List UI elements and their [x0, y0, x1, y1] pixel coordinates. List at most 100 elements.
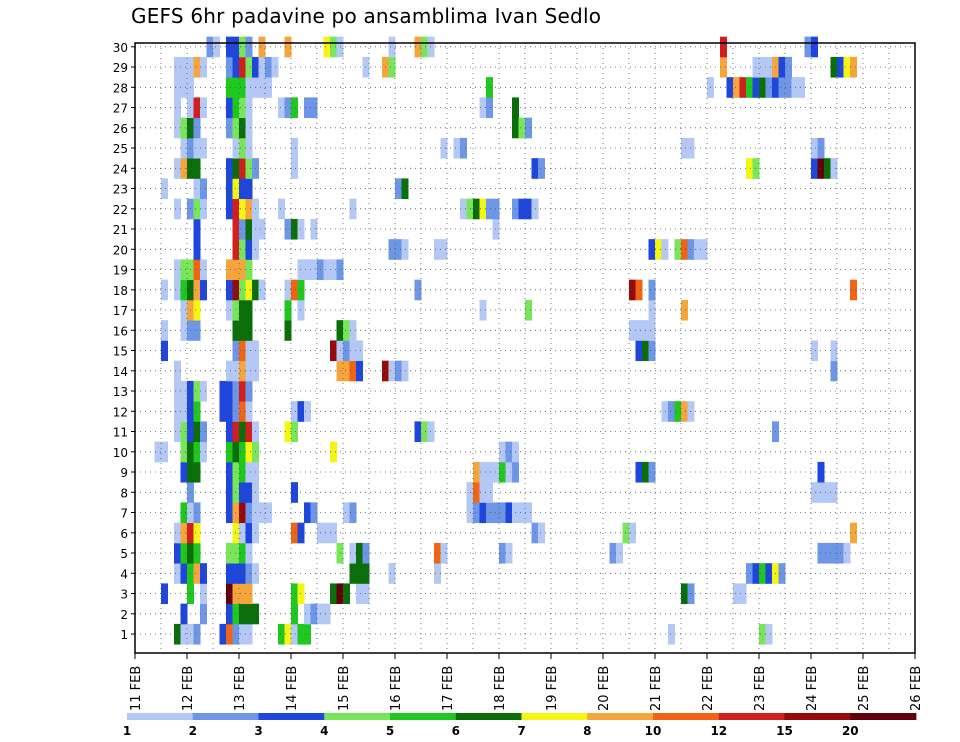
- heatmap-cell: [226, 421, 233, 443]
- x-tick-label: 24 FEB: [805, 666, 820, 711]
- legend-label: 6: [452, 724, 460, 738]
- heatmap-cell: [388, 239, 396, 260]
- heatmap-cell: [239, 158, 246, 179]
- heatmap-cell: [245, 218, 253, 240]
- heatmap-cell: [193, 218, 201, 240]
- y-tick-label: 21: [113, 223, 128, 237]
- heatmap-cell: [226, 583, 233, 605]
- heatmap-cell: [681, 299, 688, 321]
- heatmap-cell: [434, 563, 441, 584]
- heatmap-cell: [486, 97, 493, 119]
- y-tick-label: 7: [120, 507, 128, 521]
- heatmap-cell: [811, 340, 818, 362]
- y-tick-label: 23: [113, 183, 128, 197]
- heatmap-cell: [180, 137, 188, 159]
- y-tick-label: 17: [113, 304, 128, 318]
- heatmap-cell: [778, 77, 786, 98]
- heatmap-cell: [778, 56, 786, 78]
- heatmap-cell: [193, 137, 201, 159]
- heatmap-cell: [765, 56, 773, 78]
- heatmap-cell: [291, 279, 298, 301]
- heatmap-cell: [239, 97, 246, 119]
- heatmap-cell: [486, 502, 493, 524]
- heatmap-cell: [323, 603, 331, 625]
- heatmap-cell: [453, 137, 461, 159]
- heatmap-cell: [278, 97, 285, 119]
- heatmap-cell: [304, 259, 311, 281]
- heatmap-cell: [473, 502, 480, 524]
- heatmap-cell: [180, 441, 188, 463]
- heatmap-cell: [258, 502, 266, 524]
- heatmap-cell: [180, 299, 188, 321]
- heatmap-cell: [219, 380, 227, 402]
- heatmap-cell: [193, 97, 201, 119]
- y-tick-label: 6: [120, 527, 128, 541]
- heatmap-cell: [278, 198, 285, 220]
- chart-title: GEFS 6hr padavine po ansamblima Ivan Sed…: [131, 4, 602, 28]
- heatmap-cell: [499, 441, 506, 463]
- heatmap-cell: [733, 77, 740, 98]
- heatmap-cell: [180, 563, 188, 584]
- heatmap-cell: [434, 239, 441, 260]
- heatmap-cell: [609, 542, 617, 564]
- heatmap-cell: [648, 279, 656, 301]
- y-tick-label: 18: [113, 284, 128, 298]
- heatmap-cell: [525, 198, 532, 220]
- y-tick-label: 14: [113, 365, 128, 379]
- heatmap-cell: [291, 421, 298, 443]
- heatmap-cell: [330, 36, 337, 58]
- y-tick-label: 12: [113, 405, 128, 419]
- heatmap-cell: [239, 482, 246, 503]
- heatmap-cell: [759, 623, 766, 645]
- heatmap-cell: [245, 542, 253, 564]
- heatmap-cell: [200, 198, 207, 220]
- heatmap-cell: [850, 279, 857, 301]
- heatmap-cell: [284, 36, 292, 58]
- heatmap-cell: [239, 380, 246, 402]
- heatmap-cell: [174, 56, 181, 78]
- heatmap-cell: [245, 279, 253, 301]
- legend-swatch: [127, 713, 194, 720]
- heatmap-cell: [239, 198, 246, 220]
- legend-label: 8: [583, 724, 591, 738]
- heatmap-cell: [180, 401, 188, 422]
- heatmap-cell: [284, 299, 292, 321]
- heatmap-cell: [310, 259, 318, 281]
- heatmap-cell: [174, 360, 181, 382]
- heatmap-cell: [538, 522, 545, 544]
- heatmap-cell: [343, 340, 350, 362]
- heatmap-cell: [356, 542, 363, 564]
- heatmap-cell: [245, 401, 253, 422]
- x-tick-label: 12 FEB: [181, 666, 196, 711]
- y-tick-label: 26: [113, 122, 128, 136]
- heatmap-cell: [525, 502, 532, 524]
- heatmap-cell: [395, 178, 402, 200]
- heatmap-cell: [174, 158, 181, 179]
- heatmap-cell: [239, 56, 246, 78]
- legend-label: 10: [645, 724, 662, 738]
- heatmap-cell: [479, 502, 487, 524]
- heatmap-cell: [330, 441, 337, 463]
- heatmap-cell: [226, 97, 233, 119]
- heatmap-cell: [193, 441, 201, 463]
- heatmap-cell: [239, 259, 246, 281]
- heatmap-cell: [349, 198, 357, 220]
- heatmap-cell: [245, 563, 253, 584]
- heatmap-cell: [219, 401, 227, 422]
- heatmap-cell: [830, 158, 838, 179]
- heatmap-cell: [245, 36, 253, 58]
- heatmap-cell: [648, 299, 656, 321]
- heatmap-cell: [473, 461, 480, 483]
- heatmap-cell: [720, 56, 727, 78]
- heatmap-cell: [239, 603, 246, 625]
- heatmap-cell: [460, 137, 467, 159]
- heatmap-cell: [538, 158, 545, 179]
- heatmap-cell: [323, 522, 331, 544]
- legend-swatch: [587, 713, 654, 720]
- legend-label: 12: [710, 724, 727, 738]
- heatmap-cell: [226, 360, 233, 382]
- heatmap-cell: [226, 563, 233, 584]
- heatmap-cell: [226, 401, 233, 422]
- heatmap-cell: [245, 461, 253, 483]
- heatmap-cell: [180, 117, 188, 139]
